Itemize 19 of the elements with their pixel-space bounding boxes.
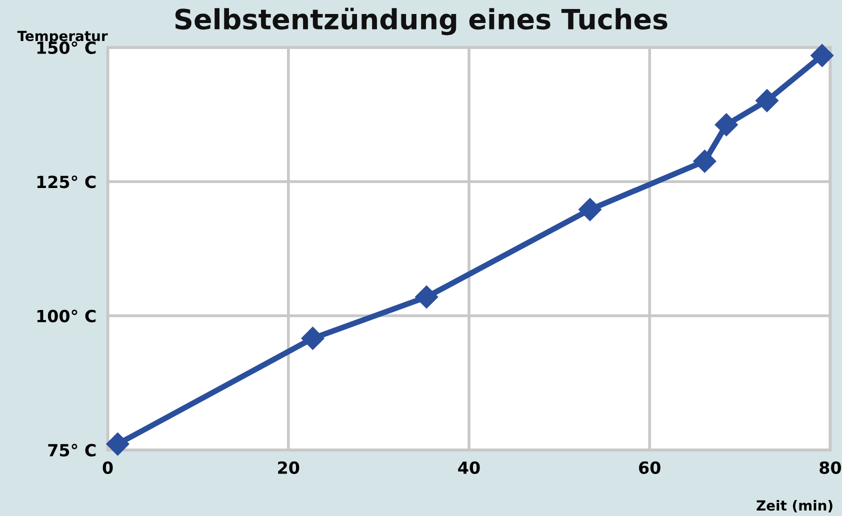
point (301, 326, 324, 350)
x-tick-label: 60 (639, 461, 660, 474)
x-tick-label: 40 (458, 461, 480, 474)
point (693, 150, 716, 173)
y-tick-label: 75° C (48, 444, 96, 457)
y-tick-label: 125° C (37, 175, 96, 188)
y-tick-label: 150° C (37, 41, 96, 54)
point (415, 286, 438, 309)
x-tick-label: 80 (820, 461, 842, 474)
point (578, 198, 602, 222)
point (756, 89, 778, 112)
x-axis-title: Zeit (min) (756, 500, 832, 512)
x-tick-label: 20 (278, 461, 300, 474)
y-tick-label: 100° C (37, 310, 96, 322)
point (714, 113, 738, 136)
x-tick-label: 0 (102, 461, 113, 474)
point (810, 44, 834, 68)
point (106, 432, 130, 456)
chart-title: Selbstentzündung eines Tuches (175, 8, 668, 36)
